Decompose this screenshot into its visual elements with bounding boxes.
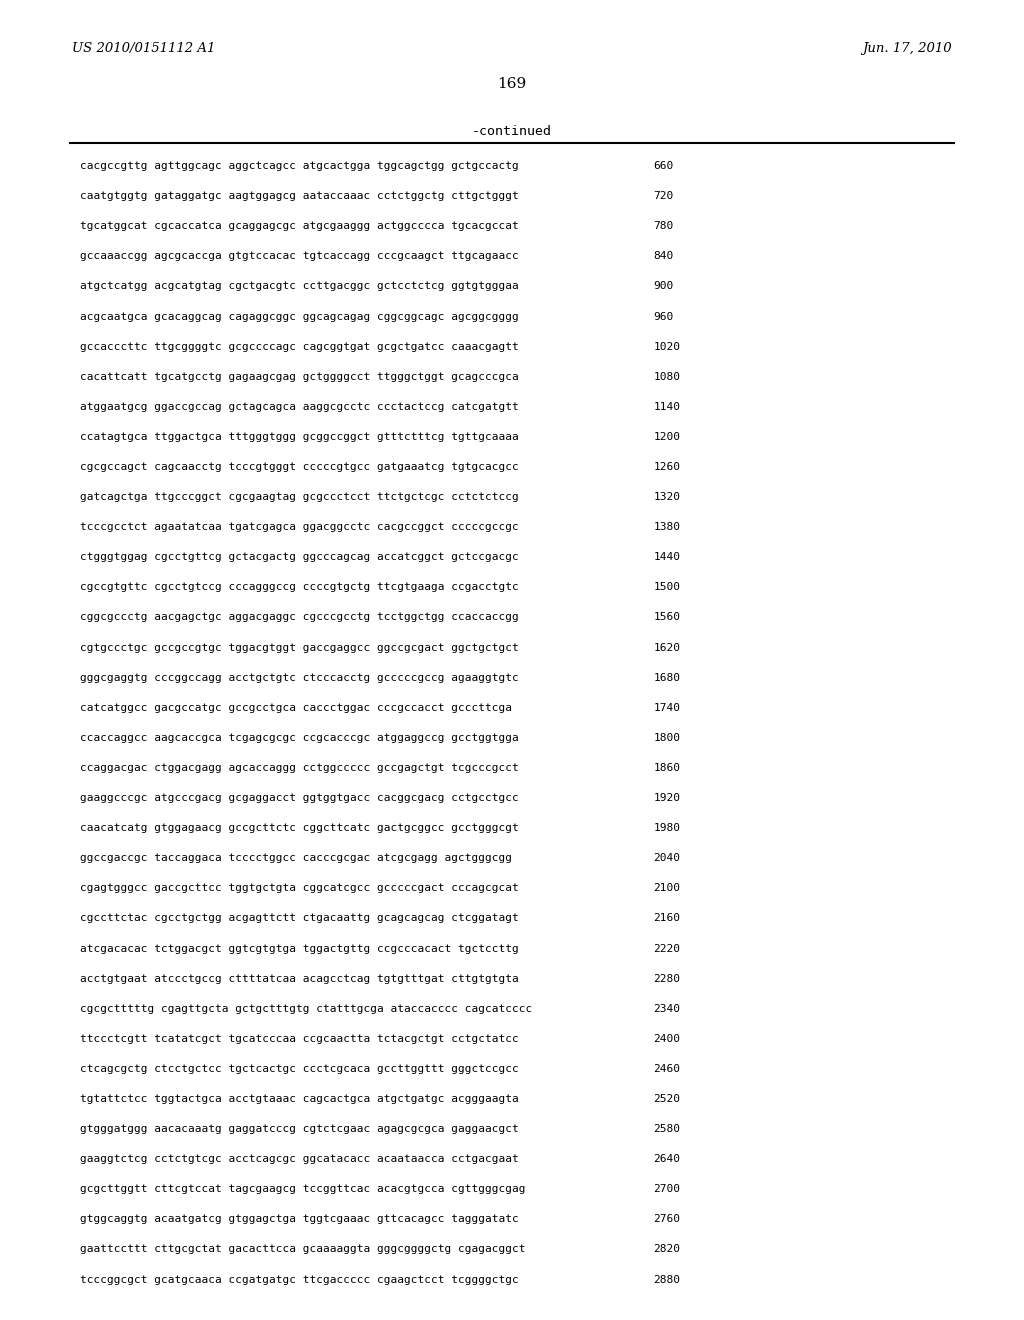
Text: 1800: 1800 <box>653 733 680 743</box>
Text: 1140: 1140 <box>653 401 680 412</box>
Text: catcatggcc gacgccatgc gccgcctgca caccctggac cccgccacct gcccttcga: catcatggcc gacgccatgc gccgcctgca caccctg… <box>80 702 512 713</box>
Text: 1020: 1020 <box>653 342 680 351</box>
Text: tgtattctcc tggtactgca acctgtaaac cagcactgca atgctgatgc acgggaagta: tgtattctcc tggtactgca acctgtaaac cagcact… <box>80 1094 518 1104</box>
Text: 2640: 2640 <box>653 1154 680 1164</box>
Text: 1740: 1740 <box>653 702 680 713</box>
Text: gccacccttc ttgcggggtc gcgccccagc cagcggtgat gcgctgatcc caaacgagtt: gccacccttc ttgcggggtc gcgccccagc cagcggt… <box>80 342 518 351</box>
Text: 2460: 2460 <box>653 1064 680 1074</box>
Text: 1620: 1620 <box>653 643 680 652</box>
Text: 1680: 1680 <box>653 673 680 682</box>
Text: atggaatgcg ggaccgccag gctagcagca aaggcgcctc ccctactccg catcgatgtt: atggaatgcg ggaccgccag gctagcagca aaggcgc… <box>80 401 518 412</box>
Text: Jun. 17, 2010: Jun. 17, 2010 <box>862 42 952 55</box>
Text: gtgggatggg aacacaaatg gaggatcccg cgtctcgaac agagcgcgca gaggaacgct: gtgggatggg aacacaaatg gaggatcccg cgtctcg… <box>80 1125 518 1134</box>
Text: 2520: 2520 <box>653 1094 680 1104</box>
Text: US 2010/0151112 A1: US 2010/0151112 A1 <box>72 42 215 55</box>
Text: 2880: 2880 <box>653 1275 680 1284</box>
Text: gatcagctga ttgcccggct cgcgaagtag gcgccctcct ttctgctcgc cctctctccg: gatcagctga ttgcccggct cgcgaagtag gcgccct… <box>80 492 518 502</box>
Text: gaaggcccgc atgcccgacg gcgaggacct ggtggtgacc cacggcgacg cctgcctgcc: gaaggcccgc atgcccgacg gcgaggacct ggtggtg… <box>80 793 518 803</box>
Text: 1920: 1920 <box>653 793 680 803</box>
Text: 2400: 2400 <box>653 1034 680 1044</box>
Text: cgagtgggcc gaccgcttcc tggtgctgta cggcatcgcc gcccccgact cccagcgcat: cgagtgggcc gaccgcttcc tggtgctgta cggcatc… <box>80 883 518 894</box>
Text: acctgtgaat atccctgccg cttttatcaa acagcctcag tgtgtttgat cttgtgtgta: acctgtgaat atccctgccg cttttatcaa acagcct… <box>80 974 518 983</box>
Text: 2280: 2280 <box>653 974 680 983</box>
Text: ctcagcgctg ctcctgctcc tgctcactgc ccctcgcaca gccttggttt gggctccgcc: ctcagcgctg ctcctgctcc tgctcactgc ccctcgc… <box>80 1064 518 1074</box>
Text: cacattcatt tgcatgcctg gagaagcgag gctggggcct ttgggctggt gcagcccgca: cacattcatt tgcatgcctg gagaagcgag gctgggg… <box>80 372 518 381</box>
Text: gcgcttggtt cttcgtccat tagcgaagcg tccggttcac acacgtgcca cgttgggcgag: gcgcttggtt cttcgtccat tagcgaagcg tccggtt… <box>80 1184 525 1195</box>
Text: tcccgcctct agaatatcaa tgatcgagca ggacggcctc cacgccggct cccccgccgc: tcccgcctct agaatatcaa tgatcgagca ggacggc… <box>80 523 518 532</box>
Text: 2160: 2160 <box>653 913 680 924</box>
Text: tcccggcgct gcatgcaaca ccgatgatgc ttcgaccccc cgaagctcct tcggggctgc: tcccggcgct gcatgcaaca ccgatgatgc ttcgacc… <box>80 1275 518 1284</box>
Text: 840: 840 <box>653 251 674 261</box>
Text: 1260: 1260 <box>653 462 680 473</box>
Text: 1560: 1560 <box>653 612 680 623</box>
Text: 1080: 1080 <box>653 372 680 381</box>
Text: 169: 169 <box>498 77 526 91</box>
Text: cgcgccagct cagcaacctg tcccgtgggt cccccgtgcc gatgaaatcg tgtgcacgcc: cgcgccagct cagcaacctg tcccgtgggt cccccgt… <box>80 462 518 473</box>
Text: 720: 720 <box>653 191 674 201</box>
Text: 2040: 2040 <box>653 853 680 863</box>
Text: 1320: 1320 <box>653 492 680 502</box>
Text: atgctcatgg acgcatgtag cgctgacgtc ccttgacggc gctcctctcg ggtgtgggaa: atgctcatgg acgcatgtag cgctgacgtc ccttgac… <box>80 281 518 292</box>
Text: 2340: 2340 <box>653 1003 680 1014</box>
Text: cgcgctttttg cgagttgcta gctgctttgtg ctatttgcga ataccacccc cagcatcccc: cgcgctttttg cgagttgcta gctgctttgtg ctatt… <box>80 1003 532 1014</box>
Text: 1440: 1440 <box>653 552 680 562</box>
Text: 1380: 1380 <box>653 523 680 532</box>
Text: 1200: 1200 <box>653 432 680 442</box>
Text: 2820: 2820 <box>653 1245 680 1254</box>
Text: 1980: 1980 <box>653 824 680 833</box>
Text: cgtgccctgc gccgccgtgc tggacgtggt gaccgaggcc ggccgcgact ggctgctgct: cgtgccctgc gccgccgtgc tggacgtggt gaccgag… <box>80 643 518 652</box>
Text: caacatcatg gtggagaacg gccgcttctc cggcttcatc gactgcggcc gcctgggcgt: caacatcatg gtggagaacg gccgcttctc cggcttc… <box>80 824 518 833</box>
Text: 2700: 2700 <box>653 1184 680 1195</box>
Text: cgccgtgttc cgcctgtccg cccagggccg ccccgtgctg ttcgtgaaga ccgacctgtc: cgccgtgttc cgcctgtccg cccagggccg ccccgtg… <box>80 582 518 593</box>
Text: atcgacacac tctggacgct ggtcgtgtga tggactgttg ccgcccacact tgctccttg: atcgacacac tctggacgct ggtcgtgtga tggactg… <box>80 944 518 953</box>
Text: ccatagtgca ttggactgca tttgggtggg gcggccggct gtttctttcg tgttgcaaaa: ccatagtgca ttggactgca tttgggtggg gcggccg… <box>80 432 518 442</box>
Text: ccaccaggcc aagcaccgca tcgagcgcgc ccgcacccgc atggaggccg gcctggtgga: ccaccaggcc aagcaccgca tcgagcgcgc ccgcacc… <box>80 733 518 743</box>
Text: caatgtggtg gataggatgc aagtggagcg aataccaaac cctctggctg cttgctgggt: caatgtggtg gataggatgc aagtggagcg aatacca… <box>80 191 518 201</box>
Text: cacgccgttg agttggcagc aggctcagcc atgcactgga tggcagctgg gctgccactg: cacgccgttg agttggcagc aggctcagcc atgcact… <box>80 161 518 172</box>
Text: gggcgaggtg cccggccagg acctgctgtc ctcccacctg gcccccgccg agaaggtgtc: gggcgaggtg cccggccagg acctgctgtc ctcccac… <box>80 673 518 682</box>
Text: 2100: 2100 <box>653 883 680 894</box>
Text: ttccctcgtt tcatatcgct tgcatcccaa ccgcaactta tctacgctgt cctgctatcc: ttccctcgtt tcatatcgct tgcatcccaa ccgcaac… <box>80 1034 518 1044</box>
Text: gaattccttt cttgcgctat gacacttcca gcaaaaggta gggcggggctg cgagacggct: gaattccttt cttgcgctat gacacttcca gcaaaag… <box>80 1245 525 1254</box>
Text: ctgggtggag cgcctgttcg gctacgactg ggcccagcag accatcggct gctccgacgc: ctgggtggag cgcctgttcg gctacgactg ggcccag… <box>80 552 518 562</box>
Text: tgcatggcat cgcaccatca gcaggagcgc atgcgaaggg actggcccca tgcacgccat: tgcatggcat cgcaccatca gcaggagcgc atgcgaa… <box>80 222 518 231</box>
Text: 660: 660 <box>653 161 674 172</box>
Text: 780: 780 <box>653 222 674 231</box>
Text: 2220: 2220 <box>653 944 680 953</box>
Text: gaaggtctcg cctctgtcgc acctcagcgc ggcatacacc acaataacca cctgacgaat: gaaggtctcg cctctgtcgc acctcagcgc ggcatac… <box>80 1154 518 1164</box>
Text: 960: 960 <box>653 312 674 322</box>
Text: 1500: 1500 <box>653 582 680 593</box>
Text: gccaaaccgg agcgcaccga gtgtccacac tgtcaccagg cccgcaagct ttgcagaacc: gccaaaccgg agcgcaccga gtgtccacac tgtcacc… <box>80 251 518 261</box>
Text: cgccttctac cgcctgctgg acgagttctt ctgacaattg gcagcagcag ctcggatagt: cgccttctac cgcctgctgg acgagttctt ctgacaa… <box>80 913 518 924</box>
Text: ggccgaccgc taccaggaca tcccctggcc cacccgcgac atcgcgagg agctgggcgg: ggccgaccgc taccaggaca tcccctggcc cacccgc… <box>80 853 512 863</box>
Text: ccaggacgac ctggacgagg agcaccaggg cctggccccc gccgagctgt tcgcccgcct: ccaggacgac ctggacgagg agcaccaggg cctggcc… <box>80 763 518 774</box>
Text: gtggcaggtg acaatgatcg gtggagctga tggtcgaaac gttcacagcc tagggatatc: gtggcaggtg acaatgatcg gtggagctga tggtcga… <box>80 1214 518 1225</box>
Text: -continued: -continued <box>472 125 552 139</box>
Text: acgcaatgca gcacaggcag cagaggcggc ggcagcagag cggcggcagc agcggcgggg: acgcaatgca gcacaggcag cagaggcggc ggcagca… <box>80 312 518 322</box>
Text: cggcgccctg aacgagctgc aggacgaggc cgcccgcctg tcctggctgg ccaccaccgg: cggcgccctg aacgagctgc aggacgaggc cgcccgc… <box>80 612 518 623</box>
Text: 2580: 2580 <box>653 1125 680 1134</box>
Text: 2760: 2760 <box>653 1214 680 1225</box>
Text: 1860: 1860 <box>653 763 680 774</box>
Text: 900: 900 <box>653 281 674 292</box>
